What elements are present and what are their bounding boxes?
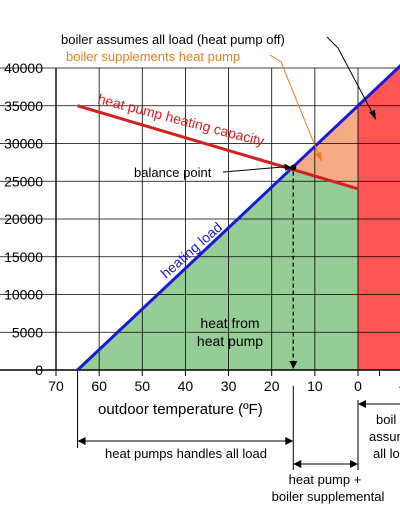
- y-tick-label: 0: [35, 362, 43, 378]
- series-lines: [76, 63, 400, 372]
- drop-line-arrowhead: [289, 361, 298, 369]
- annotation-hp-handles-all: heat pumps handles all load: [105, 446, 267, 461]
- region-boiler-all: [358, 66, 400, 370]
- annotation-boiler-supplements: boiler supplements heat pump: [66, 49, 240, 64]
- balance-point-arrowhead: [284, 163, 293, 171]
- balance-point-marker: [290, 164, 297, 171]
- y-tick-label: 10000: [4, 287, 43, 303]
- annotation-boiler-all-load: boiler assumes all load (heat pump off): [61, 32, 285, 47]
- bracket-hp-plus-right-arrow: [350, 460, 358, 468]
- y-tick-label: 5000: [12, 324, 43, 340]
- x-tick-label: 50: [134, 378, 150, 394]
- boiler-all-leader: [326, 36, 375, 117]
- annotation-heat-pump: heat pump: [197, 333, 263, 349]
- annotation-balance-point: balance point: [134, 165, 212, 180]
- y-tick-label: 30000: [4, 136, 43, 152]
- annotation-heat-from: heat from: [200, 315, 259, 331]
- annotation-boiler-bottom-2: assum: [369, 429, 400, 444]
- guide-lines: [77, 36, 400, 470]
- bracket-hp-plus-left-arrow: [293, 460, 302, 468]
- x-tick-label: 70: [48, 378, 64, 394]
- tick-labels: 0 5000 10000 15000 20000 25000 30000 35000 40000…: [4, 60, 400, 394]
- x-tick-label: -: [399, 378, 400, 394]
- region-heat-pump: [77, 167, 359, 370]
- y-tick-label: 25000: [4, 173, 43, 189]
- bracket-boiler-left-arrow: [358, 400, 366, 408]
- y-tick-label: 40000: [4, 60, 43, 76]
- annotation-hp-plus: heat pump +: [289, 472, 362, 487]
- boiler-supplements-arrowhead: [315, 152, 322, 162]
- x-tick-label: 40: [178, 378, 194, 394]
- x-tick-label: 30: [221, 378, 237, 394]
- balance-point-leader: [222, 166, 288, 173]
- series-line-heating-load: [76, 63, 400, 372]
- x-tick-label: 60: [91, 378, 107, 394]
- boiler-supplements-leader: [269, 54, 321, 159]
- gridlines: [0, 67, 400, 376]
- annotation-boiler-bottom-3: all lo: [373, 446, 400, 461]
- bracket-hp-all-right-arrow: [285, 437, 294, 445]
- annotation-boiler-supplemental: boiler supplemental: [272, 489, 385, 504]
- y-tick-label: 20000: [4, 211, 43, 227]
- y-tick-label: 35000: [4, 98, 43, 114]
- y-tick-label: 15000: [4, 249, 43, 265]
- annotation-boiler-bottom-1: boil: [376, 412, 396, 427]
- series-line-hp-capacity: [77, 104, 359, 191]
- x-tick-label: 10: [307, 378, 323, 394]
- region-boiler-supplements: [293, 105, 358, 189]
- bracket-hp-all-left-arrow: [77, 437, 86, 445]
- x-axis-label: outdoor temperature (ºF): [98, 401, 263, 418]
- x-tick-label: 20: [264, 378, 280, 394]
- shaded-regions: [77, 66, 400, 370]
- boiler-all-arrowhead: [369, 110, 376, 120]
- x-tick-label: 0: [354, 378, 362, 394]
